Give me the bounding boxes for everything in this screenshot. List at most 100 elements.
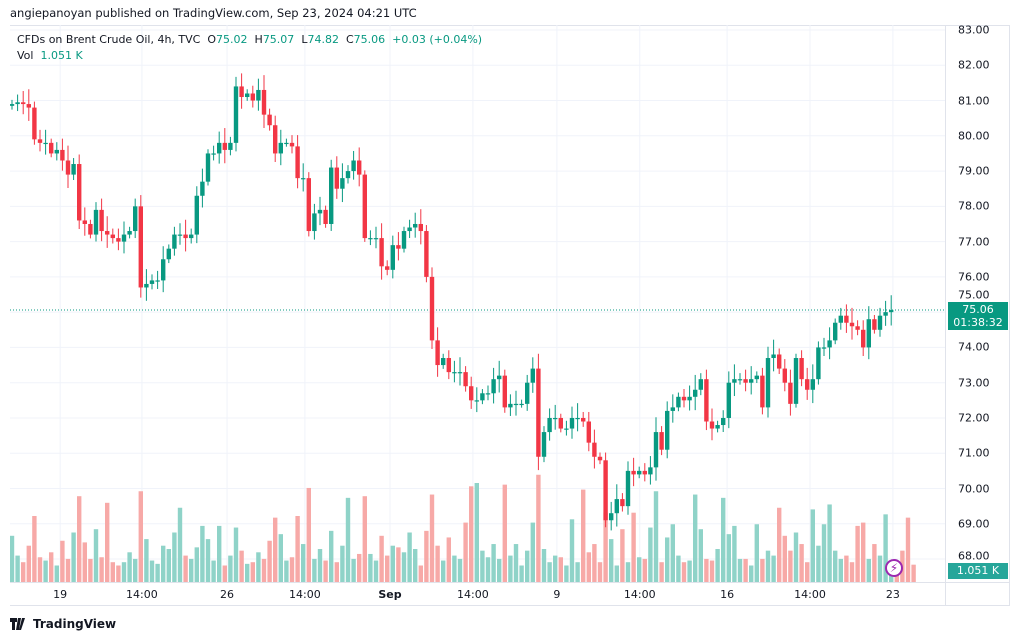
candle-body bbox=[525, 382, 530, 404]
candle-body bbox=[127, 231, 132, 235]
candle-body bbox=[777, 354, 782, 369]
volume-bar bbox=[525, 550, 530, 582]
candle-body bbox=[620, 499, 625, 507]
candle-body bbox=[37, 139, 43, 143]
volume-bar bbox=[877, 555, 883, 582]
volume-bar bbox=[575, 562, 580, 582]
volume-bar bbox=[88, 558, 93, 582]
volume-bar bbox=[228, 555, 233, 582]
volume-bar bbox=[441, 560, 446, 582]
candle-body bbox=[351, 160, 356, 172]
candle-body bbox=[743, 379, 748, 383]
volume-bar bbox=[676, 555, 681, 582]
candle-body bbox=[457, 372, 463, 374]
volume-bar bbox=[211, 560, 216, 582]
volume-bar bbox=[345, 497, 351, 582]
candle-body bbox=[177, 234, 183, 236]
candle-body bbox=[575, 417, 580, 420]
time-tick-label: 14:00 bbox=[457, 588, 489, 601]
time-tick-label: 23 bbox=[885, 588, 900, 601]
volume-bar bbox=[379, 535, 384, 582]
volume-bar bbox=[43, 560, 48, 582]
candle-body bbox=[592, 442, 597, 457]
volume-bar bbox=[446, 537, 451, 582]
volume-bar bbox=[177, 507, 183, 582]
volume-bar bbox=[295, 516, 300, 582]
volume-bar bbox=[704, 558, 709, 582]
candle-body bbox=[519, 403, 524, 406]
price-tick-label: 77.00 bbox=[958, 235, 990, 249]
candle-body bbox=[485, 393, 491, 395]
volume-bar bbox=[99, 557, 104, 582]
candle-body bbox=[569, 417, 575, 429]
time-axis-divider bbox=[10, 582, 1010, 583]
volume-bar bbox=[799, 544, 804, 582]
volume-bar bbox=[547, 562, 552, 582]
volume-bar bbox=[401, 552, 407, 582]
candle-body bbox=[754, 375, 759, 380]
candle-body bbox=[424, 231, 429, 277]
candle-body bbox=[306, 178, 311, 232]
candle-body bbox=[166, 248, 171, 260]
volume-bar bbox=[334, 562, 339, 582]
volume-bar bbox=[872, 544, 877, 582]
candle-body bbox=[889, 310, 894, 313]
volume-bar bbox=[709, 560, 715, 582]
volume-bar bbox=[827, 504, 832, 582]
volume-bar bbox=[670, 524, 675, 582]
candle-body bbox=[659, 432, 664, 450]
candle-body bbox=[782, 368, 787, 383]
candle-body bbox=[172, 234, 177, 249]
volume-bar bbox=[418, 565, 423, 582]
volume-bar bbox=[239, 550, 244, 582]
candle-body bbox=[721, 417, 726, 426]
candle-body bbox=[334, 167, 339, 189]
candle-body bbox=[301, 178, 306, 180]
price-tick-label: 70.00 bbox=[958, 482, 990, 495]
candle-body bbox=[799, 358, 804, 380]
volume-bar bbox=[144, 539, 149, 582]
candle-body bbox=[245, 93, 250, 98]
volume-bar bbox=[37, 557, 43, 582]
lightning-icon[interactable]: ⚡ bbox=[885, 559, 903, 577]
candlestick-chart[interactable] bbox=[10, 25, 945, 582]
price-tick-label: 78.00 bbox=[958, 199, 990, 213]
candle-body bbox=[110, 234, 115, 239]
volume-bar bbox=[765, 550, 771, 582]
footer-logo[interactable]: TradingView bbox=[10, 617, 116, 631]
volume-bar bbox=[155, 563, 160, 582]
candle-body bbox=[373, 238, 379, 240]
time-tick-label: 14:00 bbox=[623, 588, 656, 601]
candle-body bbox=[844, 315, 849, 323]
candle-body bbox=[788, 382, 793, 404]
volume-bar bbox=[581, 489, 586, 582]
tradingview-logo-icon bbox=[10, 618, 25, 630]
price-axis-divider bbox=[945, 25, 946, 606]
volume-bar bbox=[631, 512, 636, 582]
volume-bar bbox=[385, 555, 390, 582]
volume-bar bbox=[457, 558, 463, 582]
candle-body bbox=[502, 375, 507, 408]
candle-body bbox=[295, 146, 300, 179]
candle-body bbox=[446, 358, 451, 373]
candle-body bbox=[329, 167, 334, 224]
candle-body bbox=[497, 375, 502, 380]
candle-body bbox=[676, 396, 681, 408]
chart-frame bbox=[10, 25, 1010, 606]
volume-bar bbox=[771, 555, 776, 582]
price-tick-label: 82.00 bbox=[958, 58, 990, 72]
volume-bar bbox=[284, 560, 289, 582]
volume-bar bbox=[452, 555, 457, 582]
candle-body bbox=[77, 164, 82, 221]
volume-bar bbox=[32, 516, 37, 582]
volume-bar bbox=[138, 491, 143, 582]
candle-body bbox=[60, 149, 65, 161]
candle-body bbox=[474, 400, 479, 402]
time-tick-label: 14:00 bbox=[794, 588, 826, 601]
symbol-title[interactable]: CFDs on Brent Crude Oil, 4h, TVC bbox=[17, 33, 201, 46]
candle-body bbox=[21, 102, 26, 105]
candle-body bbox=[463, 372, 468, 387]
candle-body bbox=[491, 379, 496, 394]
candle-body bbox=[390, 245, 395, 270]
candle-body bbox=[345, 171, 351, 179]
